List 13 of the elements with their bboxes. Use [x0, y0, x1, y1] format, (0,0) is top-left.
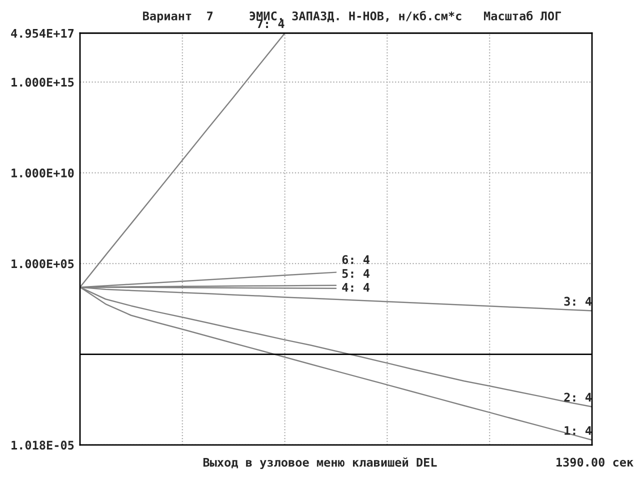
series-label: 1: 4 [564, 426, 592, 435]
y-tick-label: 4.954E+17 [11, 28, 74, 38]
y-tick-label: 1.000E+15 [12, 78, 74, 87]
series-label: 6: 4 [342, 255, 370, 264]
series-label: 3: 4 [564, 296, 592, 306]
y-tick-label: 1.000E+10 [12, 168, 74, 178]
series-label: 5: 4 [342, 269, 370, 278]
series-label: 2: 4 [564, 392, 592, 402]
y-tick-label: 1.000E+05 [12, 259, 74, 268]
text: 1390.00 сек [556, 458, 634, 467]
text: Выход в узловое меню клавишей DEL [203, 457, 437, 470]
y-tick-label: 1.018E-05 [12, 440, 74, 450]
series-label: 4: 4 [342, 283, 370, 292]
